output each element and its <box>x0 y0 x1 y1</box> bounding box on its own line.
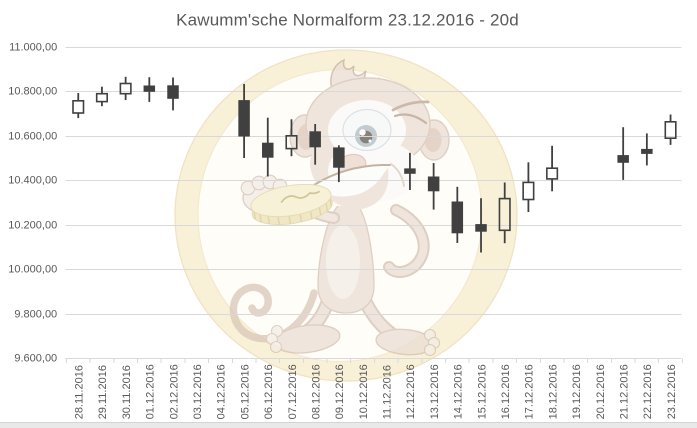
svg-text:14.12.2016: 14.12.2016 <box>453 364 465 419</box>
svg-text:22.12.2016: 22.12.2016 <box>642 364 654 419</box>
svg-text:04.12.2016: 04.12.2016 <box>216 364 228 419</box>
svg-text:10.800,00: 10.800,00 <box>8 85 57 97</box>
svg-text:11.12.2016: 11.12.2016 <box>382 365 394 419</box>
svg-text:21.12.2016: 21.12.2016 <box>618 364 630 419</box>
svg-text:02.12.2016: 02.12.2016 <box>168 364 180 419</box>
svg-text:08.12.2016: 08.12.2016 <box>310 364 322 419</box>
svg-text:03.12.2016: 03.12.2016 <box>192 364 204 419</box>
svg-text:05.12.2016: 05.12.2016 <box>239 364 251 419</box>
svg-text:9.800,00: 9.800,00 <box>14 308 57 320</box>
svg-text:23.12.2016: 23.12.2016 <box>666 364 678 419</box>
svg-text:15.12.2016: 15.12.2016 <box>476 364 488 419</box>
svg-text:16.12.2016: 16.12.2016 <box>500 364 512 419</box>
svg-text:19.12.2016: 19.12.2016 <box>571 364 583 419</box>
svg-text:10.200,00: 10.200,00 <box>8 219 57 231</box>
svg-text:18.12.2016: 18.12.2016 <box>547 364 559 419</box>
svg-text:30.11.2016: 30.11.2016 <box>121 365 133 419</box>
svg-text:Kawumm'sche Normalform 23.12.2: Kawumm'sche Normalform 23.12.2016 - 20d <box>176 11 519 30</box>
svg-text:17.12.2016: 17.12.2016 <box>524 364 536 419</box>
svg-text:11.000,00: 11.000,00 <box>9 41 57 53</box>
svg-text:28.11.2016: 28.11.2016 <box>74 365 86 419</box>
svg-text:29.11.2016: 29.11.2016 <box>97 365 109 419</box>
svg-text:01.12.2016: 01.12.2016 <box>145 364 157 419</box>
svg-text:12.12.2016: 12.12.2016 <box>405 364 417 419</box>
svg-text:10.12.2016: 10.12.2016 <box>358 364 370 419</box>
svg-text:09.12.2016: 09.12.2016 <box>334 364 346 419</box>
svg-text:13.12.2016: 13.12.2016 <box>429 364 441 419</box>
svg-text:06.12.2016: 06.12.2016 <box>263 364 275 419</box>
svg-text:10.000,00: 10.000,00 <box>8 263 57 275</box>
svg-text:9.600,00: 9.600,00 <box>14 352 57 364</box>
svg-text:20.12.2016: 20.12.2016 <box>595 364 607 419</box>
svg-text:07.12.2016: 07.12.2016 <box>287 364 299 419</box>
svg-text:10.600,00: 10.600,00 <box>8 130 57 142</box>
svg-text:10.400,00: 10.400,00 <box>8 174 57 186</box>
